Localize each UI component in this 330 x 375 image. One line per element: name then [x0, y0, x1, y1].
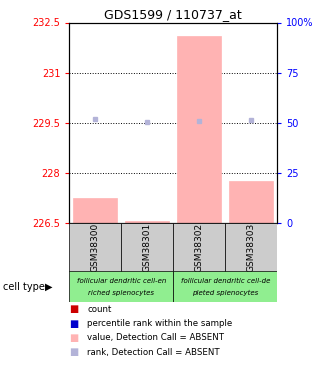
Text: ■: ■ [69, 333, 79, 343]
Bar [125, 221, 169, 223]
Text: ▶: ▶ [45, 282, 52, 291]
Text: count: count [87, 305, 112, 314]
Text: percentile rank within the sample: percentile rank within the sample [87, 319, 233, 328]
Bar [69, 223, 121, 272]
Text: follicular dendritic cell-de: follicular dendritic cell-de [181, 278, 270, 284]
Bar [173, 223, 225, 272]
Bar [173, 271, 277, 302]
Text: value, Detection Call = ABSENT: value, Detection Call = ABSENT [87, 333, 224, 342]
Text: ■: ■ [69, 319, 79, 328]
Bar [73, 198, 117, 223]
Text: follicular dendritic cell-en: follicular dendritic cell-en [77, 278, 166, 284]
Text: ■: ■ [69, 304, 79, 314]
Bar [121, 223, 173, 272]
Text: riched splenocytes: riched splenocytes [88, 290, 154, 296]
Bar [225, 223, 277, 272]
Bar [229, 182, 273, 223]
Bar [177, 36, 221, 223]
Text: rank, Detection Call = ABSENT: rank, Detection Call = ABSENT [87, 348, 220, 357]
Text: GSM38300: GSM38300 [91, 223, 100, 272]
Title: GDS1599 / 110737_at: GDS1599 / 110737_at [104, 8, 242, 21]
Text: GSM38302: GSM38302 [195, 223, 204, 272]
Text: GSM38301: GSM38301 [143, 223, 152, 272]
Text: GSM38303: GSM38303 [247, 223, 256, 272]
Text: ■: ■ [69, 347, 79, 357]
Text: pleted splenocytes: pleted splenocytes [192, 290, 258, 296]
Text: cell type: cell type [3, 282, 45, 291]
Bar [69, 271, 173, 302]
